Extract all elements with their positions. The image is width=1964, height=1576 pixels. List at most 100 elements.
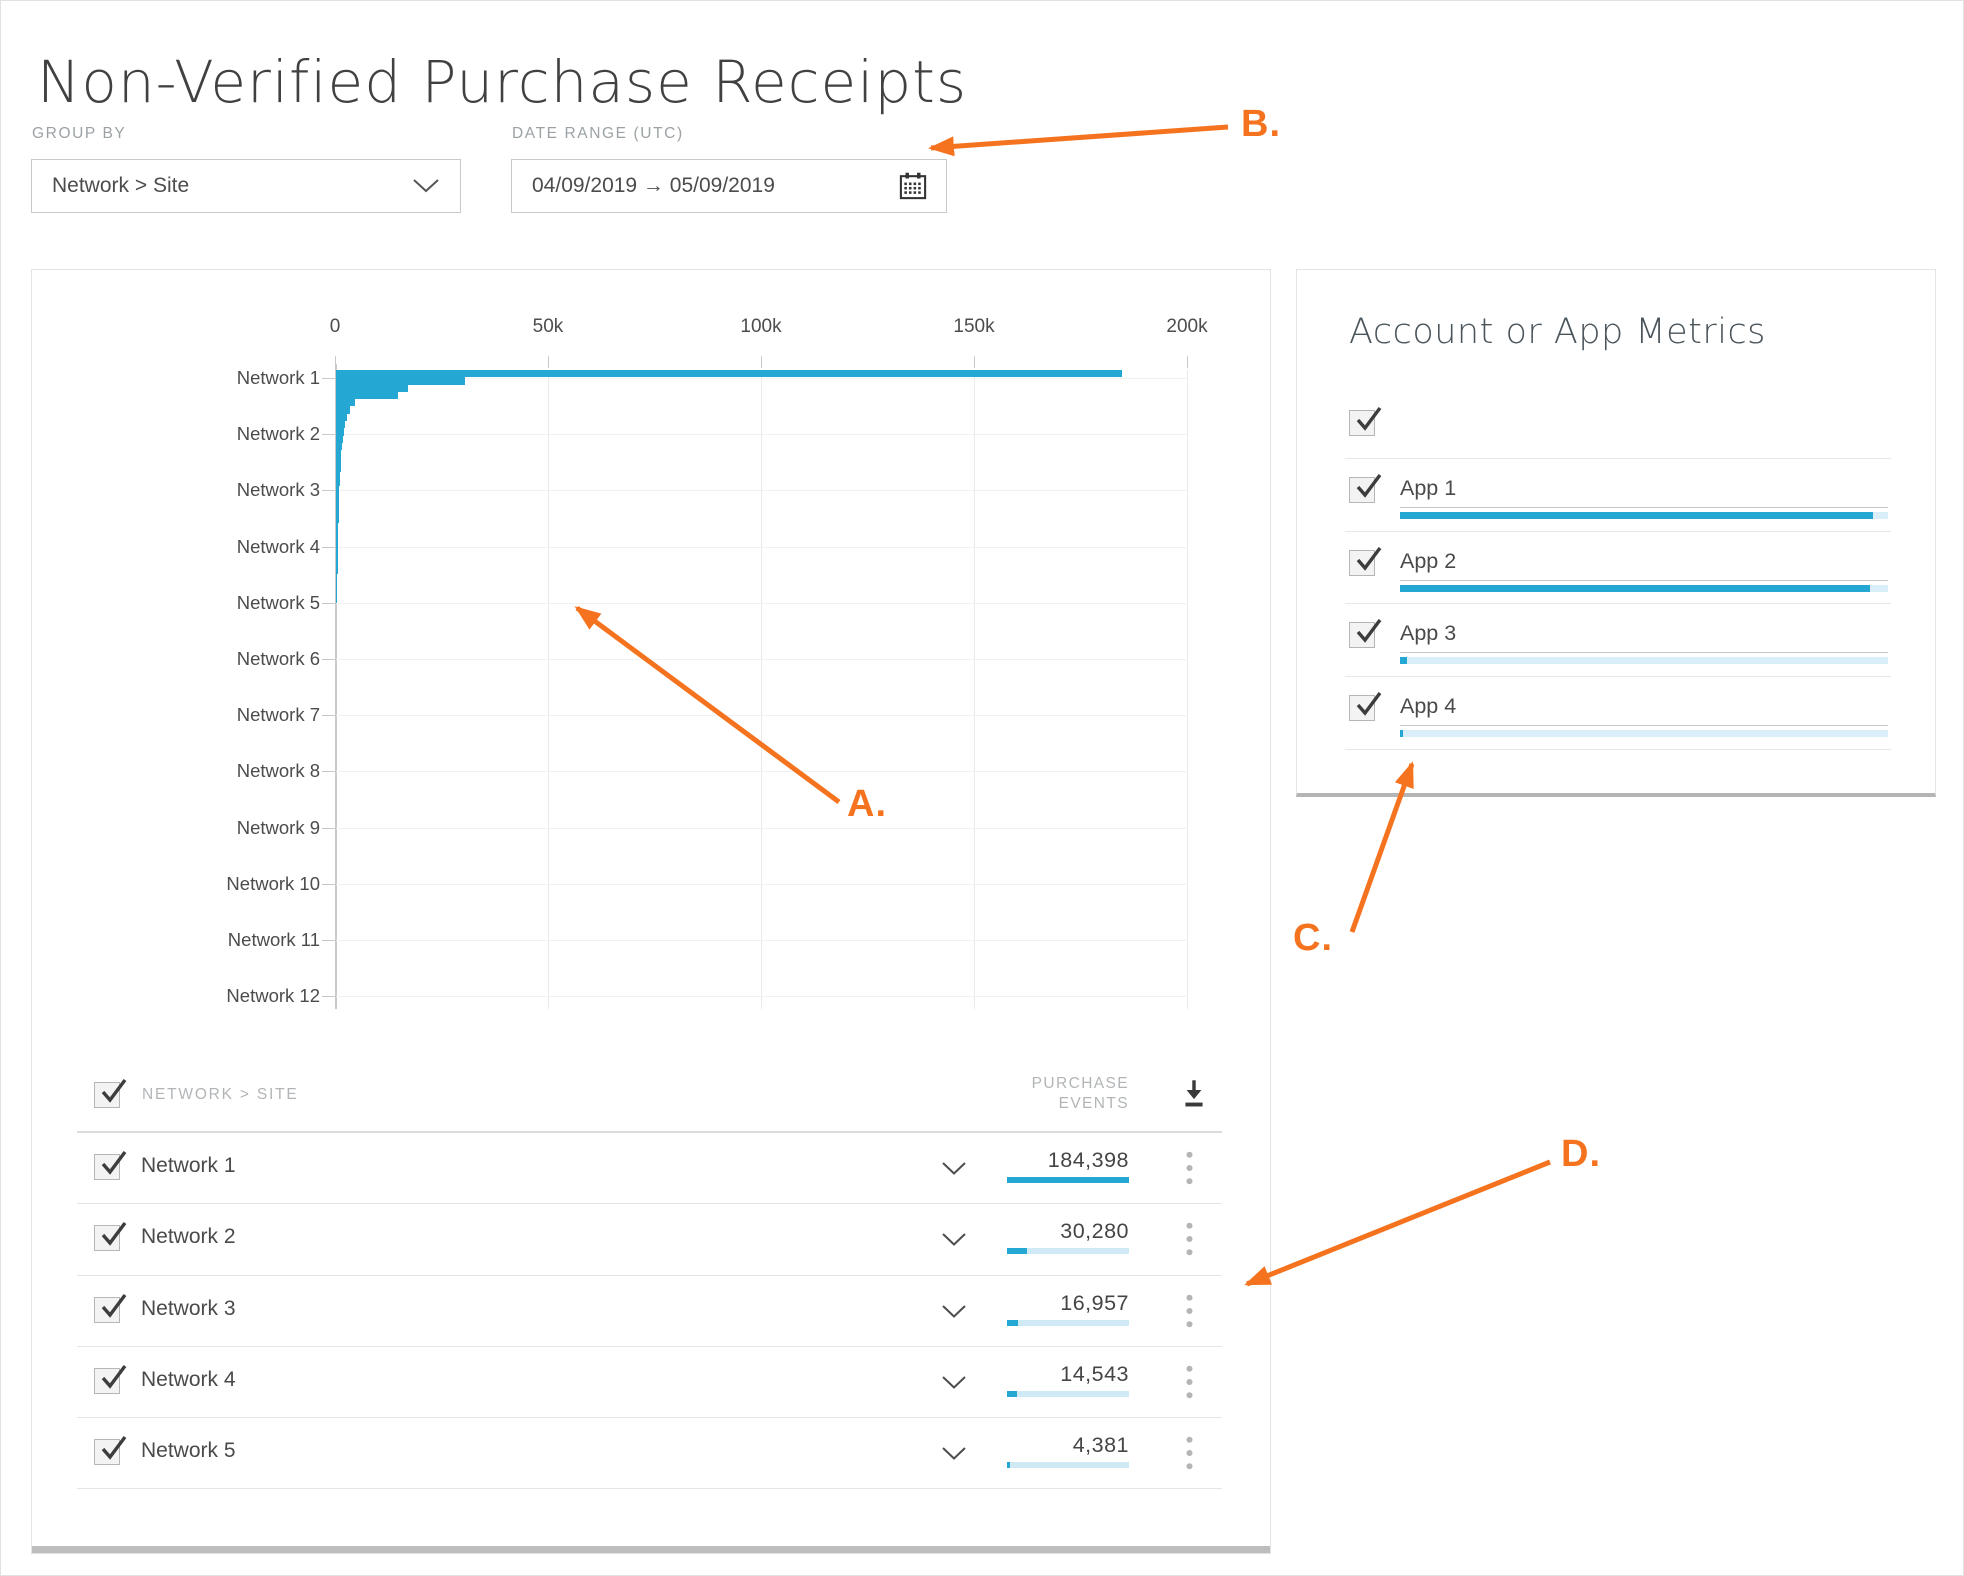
chevron-down-icon[interactable] <box>941 1446 967 1461</box>
chart-bar[interactable] <box>336 464 341 472</box>
chart-bar[interactable] <box>336 450 342 458</box>
chart-bar[interactable] <box>336 399 355 407</box>
app-checkbox[interactable] <box>1349 473 1382 503</box>
chevron-down-icon[interactable] <box>941 1375 967 1390</box>
chart-bar[interactable] <box>336 457 341 465</box>
app-row[interactable]: App 2 <box>1297 532 1935 605</box>
chevron-down-icon[interactable] <box>941 1232 967 1247</box>
kebab-menu-icon[interactable] <box>1185 1293 1194 1329</box>
table-metric-header: PURCHASE EVENTS <box>1031 1075 1129 1112</box>
row-value: 4,381 <box>1072 1433 1129 1458</box>
app-checkbox[interactable] <box>1349 546 1382 576</box>
chart-bar[interactable] <box>336 479 340 487</box>
app-underline <box>1400 507 1888 508</box>
chart-bar[interactable] <box>336 595 338 603</box>
app-row[interactable]: App 4 <box>1297 677 1935 750</box>
y-axis-tick-label: Network 1 <box>236 367 320 388</box>
chart-bar[interactable] <box>336 501 339 509</box>
table-row[interactable]: Network 3 16,957 <box>77 1276 1222 1347</box>
row-value-bar <box>1007 1248 1129 1255</box>
x-axis-tick <box>761 356 762 368</box>
y-axis-tick-label: Network 5 <box>236 591 320 613</box>
horizontal-gridline <box>336 883 1188 885</box>
horizontal-gridline <box>336 602 1188 604</box>
row-value: 184,398 <box>1047 1148 1129 1172</box>
y-axis-tick <box>322 715 335 717</box>
chart-bar[interactable] <box>336 486 340 494</box>
app-row[interactable]: App 1 <box>1297 459 1935 532</box>
y-axis-tick <box>322 827 335 829</box>
row-checkbox[interactable] <box>94 1436 127 1466</box>
chart-bar[interactable] <box>336 581 338 589</box>
chevron-down-icon[interactable] <box>941 1161 967 1176</box>
horizontal-gridline <box>336 940 1188 941</box>
chart-bar[interactable] <box>336 544 338 552</box>
chart-bar[interactable] <box>336 428 344 436</box>
y-axis-tick <box>322 378 335 379</box>
horizontal-gridline <box>336 996 1188 998</box>
row-checkbox[interactable] <box>94 1150 127 1180</box>
chart-bar[interactable] <box>336 566 338 574</box>
chart-bar[interactable] <box>336 435 343 443</box>
chart-bar[interactable] <box>336 391 398 400</box>
chart-bar[interactable] <box>336 588 338 596</box>
row-checkbox[interactable] <box>94 1364 127 1394</box>
kebab-menu-icon[interactable] <box>1185 1150 1194 1186</box>
app-checkbox[interactable] <box>1349 619 1382 649</box>
chart-bar[interactable] <box>336 559 338 567</box>
y-axis-tick-label: Network 8 <box>236 760 320 782</box>
chart-bar[interactable] <box>336 508 339 516</box>
calendar-icon[interactable] <box>898 171 928 201</box>
chart-bar[interactable] <box>336 406 351 414</box>
chart-bar[interactable] <box>336 522 339 531</box>
kebab-menu-icon[interactable] <box>1185 1364 1194 1400</box>
chart-bar[interactable] <box>336 515 339 523</box>
app-row[interactable]: App 3 <box>1297 604 1935 678</box>
table-row[interactable]: Network 5 4,381 <box>77 1418 1222 1490</box>
app-metric-bar <box>1400 657 1888 665</box>
chart-bar[interactable] <box>336 530 339 538</box>
chart-bar[interactable] <box>336 442 343 451</box>
kebab-menu-icon[interactable] <box>1185 1221 1194 1257</box>
horizontal-gridline <box>336 715 1188 717</box>
download-icon[interactable] <box>1179 1078 1209 1110</box>
chart-bar[interactable] <box>336 384 409 392</box>
y-axis-tick-label: Network 4 <box>236 535 320 557</box>
kebab-menu-icon[interactable] <box>1185 1435 1194 1471</box>
group-by-select[interactable]: Network > Site <box>31 159 461 213</box>
chart-bar[interactable] <box>336 573 338 582</box>
row-value-cell: 16,957 <box>1007 1291 1129 1326</box>
x-axis-tick-label: 150k <box>953 316 995 337</box>
app-label: App 3 <box>1400 621 1457 646</box>
app-metric-bar <box>1400 730 1888 738</box>
date-range-label: DATE RANGE (UTC) <box>512 125 684 142</box>
table-row[interactable]: Network 4 14,543 <box>77 1347 1222 1419</box>
chart-bar[interactable] <box>336 552 338 560</box>
apps-select-all-checkbox[interactable] <box>1349 406 1382 436</box>
chart-bar[interactable] <box>336 493 340 502</box>
table-row[interactable]: Network 2 30,280 <box>77 1204 1222 1276</box>
chart-bar[interactable] <box>336 537 339 545</box>
horizontal-scrollbar[interactable] <box>32 1546 1270 1553</box>
chevron-down-icon[interactable] <box>941 1304 967 1319</box>
group-by-label: GROUP BY <box>32 125 127 142</box>
annotation-label-b: B. <box>1241 103 1281 145</box>
app-checkbox[interactable] <box>1349 692 1382 722</box>
y-axis-tick-label: Network 2 <box>236 423 320 445</box>
row-checkbox[interactable] <box>94 1222 127 1252</box>
row-checkbox[interactable] <box>94 1293 127 1323</box>
row-value: 14,543 <box>1060 1361 1129 1386</box>
select-all-checkbox[interactable] <box>94 1078 127 1108</box>
y-axis-tick <box>322 771 335 773</box>
date-range-input[interactable]: 04/09/2019 → 05/09/2019 <box>511 159 947 213</box>
table-row[interactable]: Network 1 184,398 <box>77 1133 1222 1205</box>
chart-bar[interactable] <box>336 370 1122 378</box>
x-axis-tick <box>1187 356 1188 368</box>
chart-bar[interactable] <box>336 420 346 429</box>
y-axis-tick-label: Network 11 <box>227 929 320 950</box>
group-by-value: Network > Site <box>52 174 190 197</box>
chart-bar[interactable] <box>336 377 465 385</box>
chart-bar[interactable] <box>336 471 341 480</box>
chart-bar[interactable] <box>336 413 348 421</box>
